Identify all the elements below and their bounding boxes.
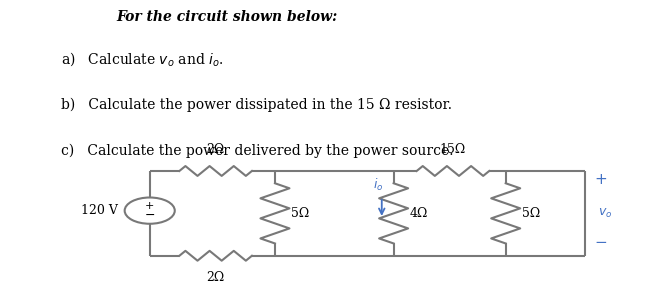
Text: c)   Calculate the power delivered by the power source.: c) Calculate the power delivered by the …: [61, 144, 453, 158]
Text: 5Ω: 5Ω: [291, 207, 310, 220]
Text: 5Ω: 5Ω: [522, 207, 540, 220]
Text: +: +: [594, 172, 608, 187]
Text: $v_o$: $v_o$: [598, 207, 612, 220]
Text: 2Ω: 2Ω: [207, 271, 225, 284]
Text: 4Ω: 4Ω: [410, 207, 428, 220]
Text: 15Ω: 15Ω: [440, 143, 466, 156]
Text: $i_o$: $i_o$: [373, 177, 384, 193]
Text: b)   Calculate the power dissipated in the 15 Ω resistor.: b) Calculate the power dissipated in the…: [61, 97, 451, 112]
Text: −: −: [144, 209, 155, 222]
Text: 2Ω: 2Ω: [207, 143, 225, 156]
Text: 120 V: 120 V: [81, 204, 118, 217]
Text: a)   Calculate $v_o$ and $i_o$.: a) Calculate $v_o$ and $i_o$.: [61, 51, 223, 68]
Text: +: +: [145, 201, 154, 211]
Text: For the circuit shown below:: For the circuit shown below:: [117, 10, 338, 23]
Text: −: −: [594, 235, 608, 250]
